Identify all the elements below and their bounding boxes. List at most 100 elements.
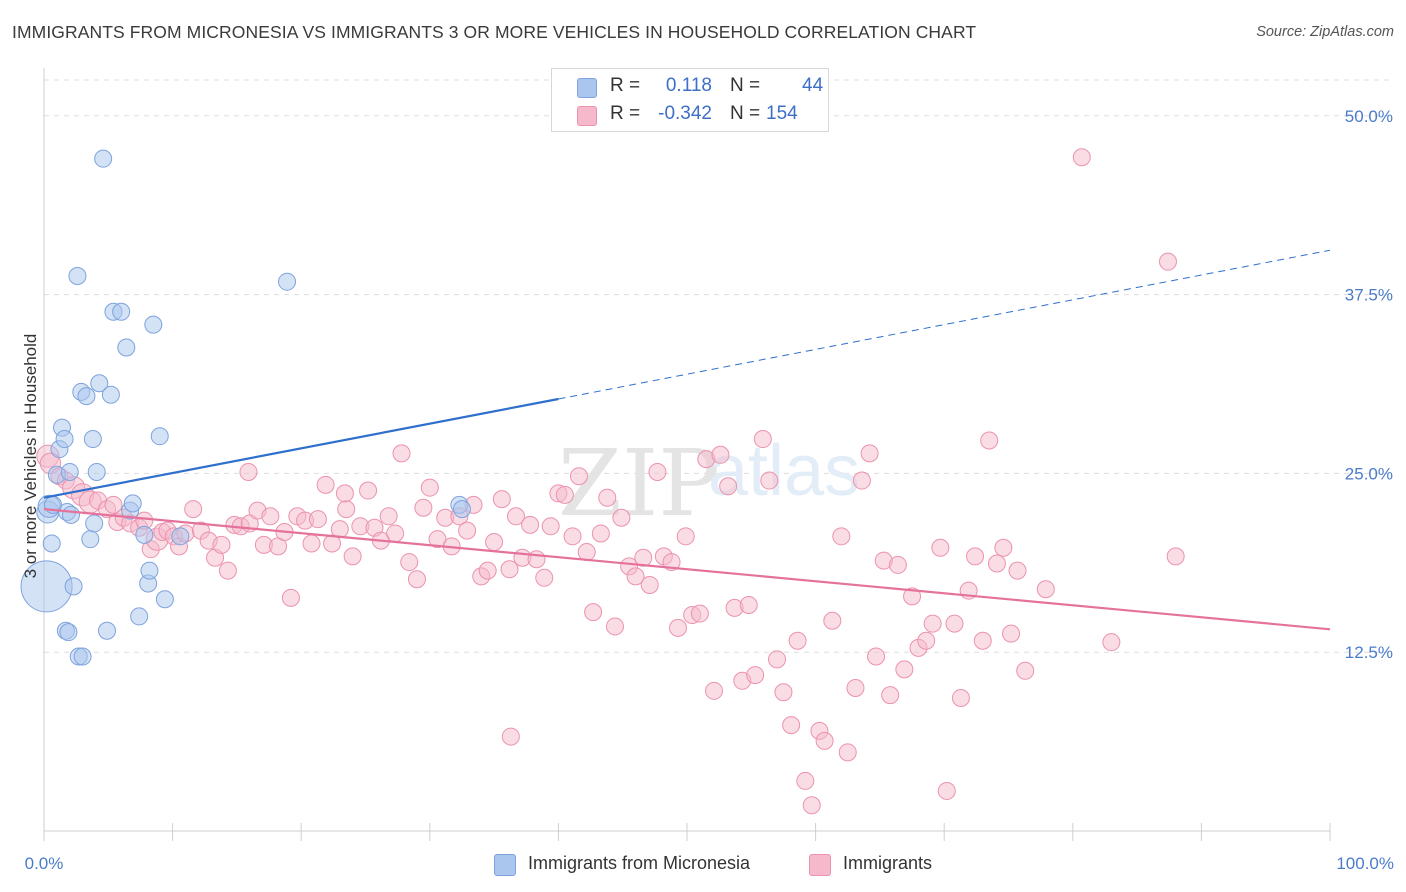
point-immigrants <box>860 444 879 463</box>
x-tick-label: 0.0% <box>25 854 64 873</box>
point-immigrants <box>746 666 765 685</box>
legend-label-immigrants: Immigrants <box>843 853 933 873</box>
legend-n-value: 44 <box>802 75 824 96</box>
chart-title: IMMIGRANTS FROM MICRONESIA VS IMMIGRANTS… <box>12 22 977 42</box>
point-immigrants <box>945 614 964 633</box>
legend-n-label: N = <box>730 103 761 124</box>
point-immigrants <box>335 484 354 503</box>
point-immigrants <box>917 631 936 650</box>
point-immigrants <box>973 631 992 650</box>
point-immigrants <box>535 568 554 587</box>
point-micronesia <box>81 530 100 549</box>
point-immigrants <box>903 587 922 606</box>
point-immigrants <box>980 431 999 450</box>
point-immigrants <box>852 471 871 490</box>
watermark-zip: ZIP <box>558 430 720 537</box>
point-immigrants <box>343 547 362 566</box>
point-immigrants <box>428 530 447 549</box>
point-immigrants <box>760 471 779 490</box>
point-immigrants <box>239 462 258 481</box>
point-immigrants <box>527 550 546 569</box>
y-tick-label: 50.0% <box>1345 107 1393 126</box>
point-micronesia <box>64 577 83 596</box>
point-immigrants <box>316 475 335 494</box>
stats-legend: R = 0.118 N = 44 R = -0.342 N = 154 <box>551 68 829 132</box>
point-immigrants <box>359 481 378 500</box>
legend-r-value: -0.342 <box>658 103 712 124</box>
point-immigrants <box>407 570 426 589</box>
point-immigrants <box>802 796 821 815</box>
point-immigrants <box>541 517 560 536</box>
point-immigrants <box>881 686 900 705</box>
point-immigrants <box>104 495 123 514</box>
point-immigrants <box>598 488 617 507</box>
series-micronesia-points <box>20 149 471 666</box>
point-micronesia <box>94 149 113 168</box>
legend-r-value: 0.118 <box>665 75 712 96</box>
x-tick-marks <box>43 823 1331 841</box>
point-immigrants <box>634 548 653 567</box>
point-micronesia <box>90 374 109 393</box>
point-immigrants <box>782 716 801 735</box>
point-immigrants <box>400 553 419 572</box>
point-immigrants <box>711 445 730 464</box>
point-micronesia <box>155 590 174 609</box>
point-immigrants <box>1158 252 1177 271</box>
point-immigrants <box>302 534 321 553</box>
point-immigrants <box>668 618 687 637</box>
point-immigrants <box>281 588 300 607</box>
point-immigrants <box>337 500 356 519</box>
point-immigrants <box>612 508 631 527</box>
point-immigrants <box>212 535 231 554</box>
point-immigrants <box>705 681 724 700</box>
point-micronesia <box>62 505 81 524</box>
point-micronesia <box>68 266 87 285</box>
legend-r-label: R = <box>610 103 641 124</box>
legend-swatch-pink <box>809 854 831 876</box>
point-immigrants <box>676 527 695 546</box>
point-immigrants <box>506 507 525 526</box>
point-immigrants <box>648 462 667 481</box>
point-immigrants <box>501 727 520 746</box>
point-micronesia <box>59 623 78 642</box>
gridlines <box>44 79 1392 653</box>
point-immigrants <box>184 500 203 519</box>
point-immigrants <box>521 515 540 534</box>
point-immigrants <box>888 555 907 574</box>
trend-line-micronesia <box>43 397 559 499</box>
point-immigrants <box>458 521 477 540</box>
point-immigrants <box>768 650 787 669</box>
point-immigrants <box>987 554 1006 573</box>
point-immigrants <box>951 688 970 707</box>
watermark: ZIP atlas <box>558 430 860 537</box>
point-immigrants <box>626 567 645 586</box>
point-immigrants <box>923 614 942 633</box>
point-immigrants <box>788 631 807 650</box>
point-immigrants <box>1072 148 1091 167</box>
point-micronesia <box>60 462 79 481</box>
source-credit: Source: ZipAtlas.com <box>1256 24 1394 40</box>
point-micronesia <box>83 430 102 449</box>
point-immigrants <box>895 660 914 679</box>
point-immigrants <box>1008 561 1027 580</box>
point-immigrants <box>555 485 574 504</box>
point-immigrants <box>261 507 280 526</box>
point-immigrants <box>379 507 398 526</box>
watermark-atlas: atlas <box>708 431 860 511</box>
point-micronesia <box>150 427 169 446</box>
point-immigrants <box>563 527 582 546</box>
x-tick-labels: 0.0% 100.0% <box>25 854 1394 873</box>
legend-n-value: 154 <box>766 103 798 124</box>
point-immigrants <box>1166 547 1185 566</box>
point-micronesia <box>55 430 74 449</box>
point-immigrants <box>584 603 603 622</box>
point-micronesia <box>278 272 297 291</box>
trend-lines <box>43 249 1331 631</box>
point-immigrants <box>569 467 588 486</box>
trend-line-micronesia-extension <box>558 249 1331 400</box>
legend-n-label: N = <box>730 75 761 96</box>
point-micronesia <box>117 338 136 357</box>
point-micronesia <box>77 387 96 406</box>
point-micronesia <box>171 527 190 546</box>
point-immigrants <box>1102 633 1121 652</box>
